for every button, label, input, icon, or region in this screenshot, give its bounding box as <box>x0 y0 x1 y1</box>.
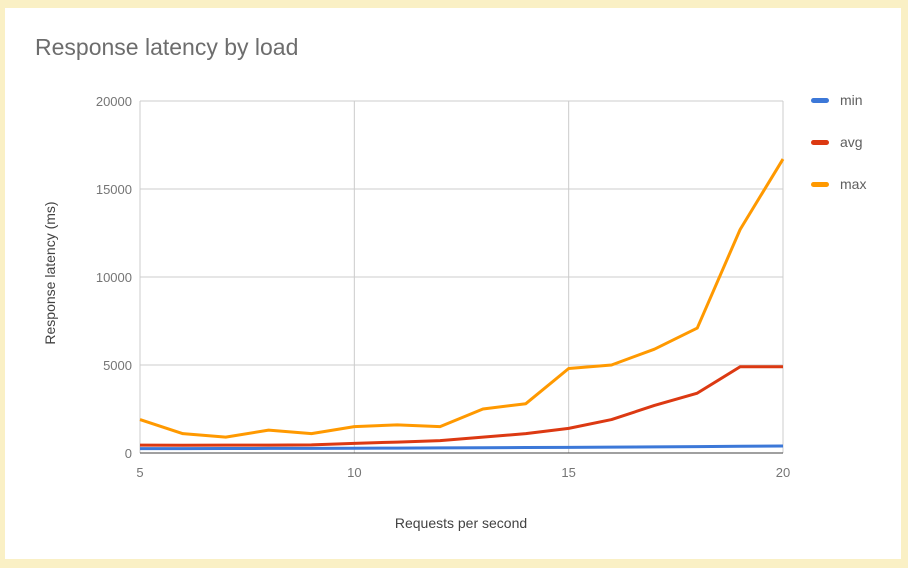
avg-series-swatch <box>811 139 829 145</box>
x-tick-label: 15 <box>561 465 575 480</box>
y-axis-title: Response latency (ms) <box>42 201 58 345</box>
min-series-swatch <box>811 97 829 103</box>
series-line-min <box>140 444 784 451</box>
legend-label: max <box>840 176 867 192</box>
legend-item-min[interactable]: min <box>811 91 866 109</box>
series-line-max <box>139 158 785 439</box>
y-tick-label: 15000 <box>96 182 132 197</box>
y-tick-label: 5000 <box>103 358 132 373</box>
chart-title: Response latency by load <box>35 34 299 60</box>
legend-item-avg[interactable]: avg <box>811 133 866 151</box>
plot-area: 0 5000 10000 15000 20000 5 10 15 20 <box>96 94 790 480</box>
x-tick-label: 10 <box>347 465 361 480</box>
max-series-swatch <box>811 181 829 187</box>
legend-label: avg <box>840 134 863 150</box>
y-tick-label: 0 <box>125 446 132 461</box>
y-tick-label: 20000 <box>96 94 132 109</box>
legend-item-max[interactable]: max <box>811 175 866 193</box>
x-tick-label: 5 <box>136 465 143 480</box>
y-tick-label: 10000 <box>96 270 132 285</box>
x-tick-label: 20 <box>776 465 790 480</box>
legend-label: min <box>840 92 863 108</box>
x-axis-title: Requests per second <box>394 515 528 531</box>
legend: min avg max <box>811 91 866 217</box>
series-line-avg <box>139 365 783 447</box>
